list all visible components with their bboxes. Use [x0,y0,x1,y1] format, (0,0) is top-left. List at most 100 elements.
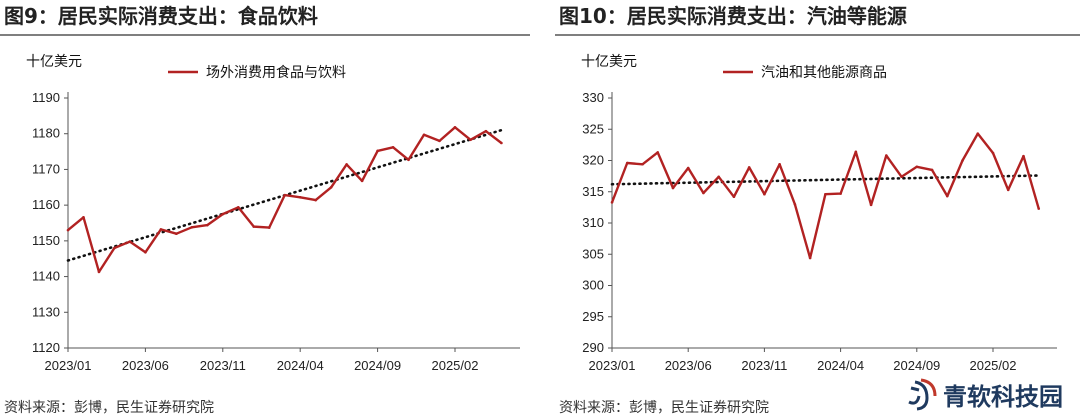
watermark-text: 青软科技园 [943,382,1063,411]
qingruan-logo-icon [908,378,937,411]
y-tick-label: 1190 [32,90,60,105]
data-point [469,138,472,142]
y-tick-label: 1170 [32,161,60,176]
data-point [298,195,302,199]
legend-label: 场外消费用食品与饮料 [206,64,346,81]
data-point [206,223,209,227]
data-point [190,225,194,229]
data-point [625,161,629,165]
data-point [778,162,781,166]
series-line [610,132,1040,260]
data-point [391,145,395,149]
data-point [808,256,812,260]
y-tick-label: 1160 [32,197,60,212]
chart-panel-food-beverage: 图9：居民实际消费支出：食品饮料 十亿美元 1120 1130 1140 1150 116… [0,0,530,418]
data-point [839,192,842,195]
y-unit-label: 十亿美元 [26,54,82,70]
y-tick-label: 1150 [32,233,60,248]
y-tick-label: 290 [582,340,604,355]
y-tick-label: 295 [582,309,604,324]
data-point [438,139,441,143]
x-tick-label: 2024/09 [354,358,401,373]
x-tick-label: 2023/11 [200,358,246,373]
data-point [732,195,736,199]
source-note: 资料来源：彭博，民生证券研究院 [4,400,214,416]
data-point [763,192,766,196]
y-tick-label: 320 [582,153,604,168]
chart-panel-gasoline-energy: 图10：居民实际消费支出：汽油等能源 十亿美元 290 295 300 305 310 31… [555,0,1080,418]
data-point [128,240,132,243]
data-point [500,141,503,145]
trendline [610,174,1041,186]
data-point [376,149,379,153]
data-point [900,175,903,179]
y-tick-label: 305 [582,246,604,261]
data-point [221,212,225,216]
data-point [641,162,644,166]
data-point [283,193,287,197]
x-tick-label: 2024/04 [817,358,864,373]
title-divider [0,34,530,36]
data-point [66,228,70,232]
data-point [717,175,720,179]
y-tick-label: 325 [582,121,604,136]
data-point [961,159,964,162]
y-tick-label: 1130 [32,304,60,319]
y-tick-label: 315 [582,184,604,199]
data-point [236,205,240,209]
x-tick-label: 2023/06 [122,358,169,373]
data-point [484,129,488,133]
y-unit-label: 十亿美元 [581,54,637,70]
data-point [252,225,256,228]
data-point [702,191,705,195]
figure-title: 图10：居民实际消费支出：汽油等能源 [559,4,907,28]
data-point [915,165,919,169]
data-point [144,250,147,254]
data-point [854,150,858,154]
data-point [945,194,949,198]
y-tick-label: 1180 [32,126,60,141]
watermark: 青软科技园 [905,374,1063,414]
x-tick-label: 2023/06 [665,358,712,373]
x-tick-label: 2025/02 [969,358,1016,373]
y-tick-label: 330 [582,90,604,105]
data-point [314,198,317,202]
data-point [671,186,675,190]
data-point [686,166,690,170]
data-point [113,246,116,250]
data-point [267,226,271,229]
data-point [885,154,888,157]
y-tick-label: 300 [582,278,604,293]
data-point [793,202,797,206]
data-point [329,185,333,189]
data-point [869,203,873,207]
figure-title: 图9：居民实际消费支出：食品饮料 [4,4,318,28]
data-point [360,179,364,183]
x-tick-label: 2023/01 [45,358,92,373]
title-divider [555,34,1080,36]
y-tick-label: 1140 [32,269,60,284]
data-point [159,228,163,231]
data-point [656,151,660,154]
data-point [824,192,827,196]
y-tick-label: 1120 [32,340,60,355]
data-point [453,125,457,129]
data-point [610,201,614,204]
data-point [1006,188,1010,192]
x-tick-label: 2023/11 [741,358,787,373]
x-tick-label: 2025/02 [431,358,478,373]
data-point [175,232,178,236]
data-point [97,270,101,274]
x-tick-label: 2024/04 [277,358,324,373]
data-point [991,151,995,155]
source-note: 资料来源：彭博，民生证券研究院 [559,400,769,416]
data-point [345,163,348,166]
data-point [930,168,934,172]
data-point [422,133,426,137]
data-point [976,132,980,135]
legend-label: 汽油和其他能源商品 [761,65,887,81]
data-point [1022,154,1025,158]
data-point [747,166,751,169]
food-beverage-line-chart: 十亿美元 1120 1130 1140 1150 1160 1170 1180 1190 2023… [26,54,520,373]
x-tick-label: 2024/09 [893,358,940,373]
